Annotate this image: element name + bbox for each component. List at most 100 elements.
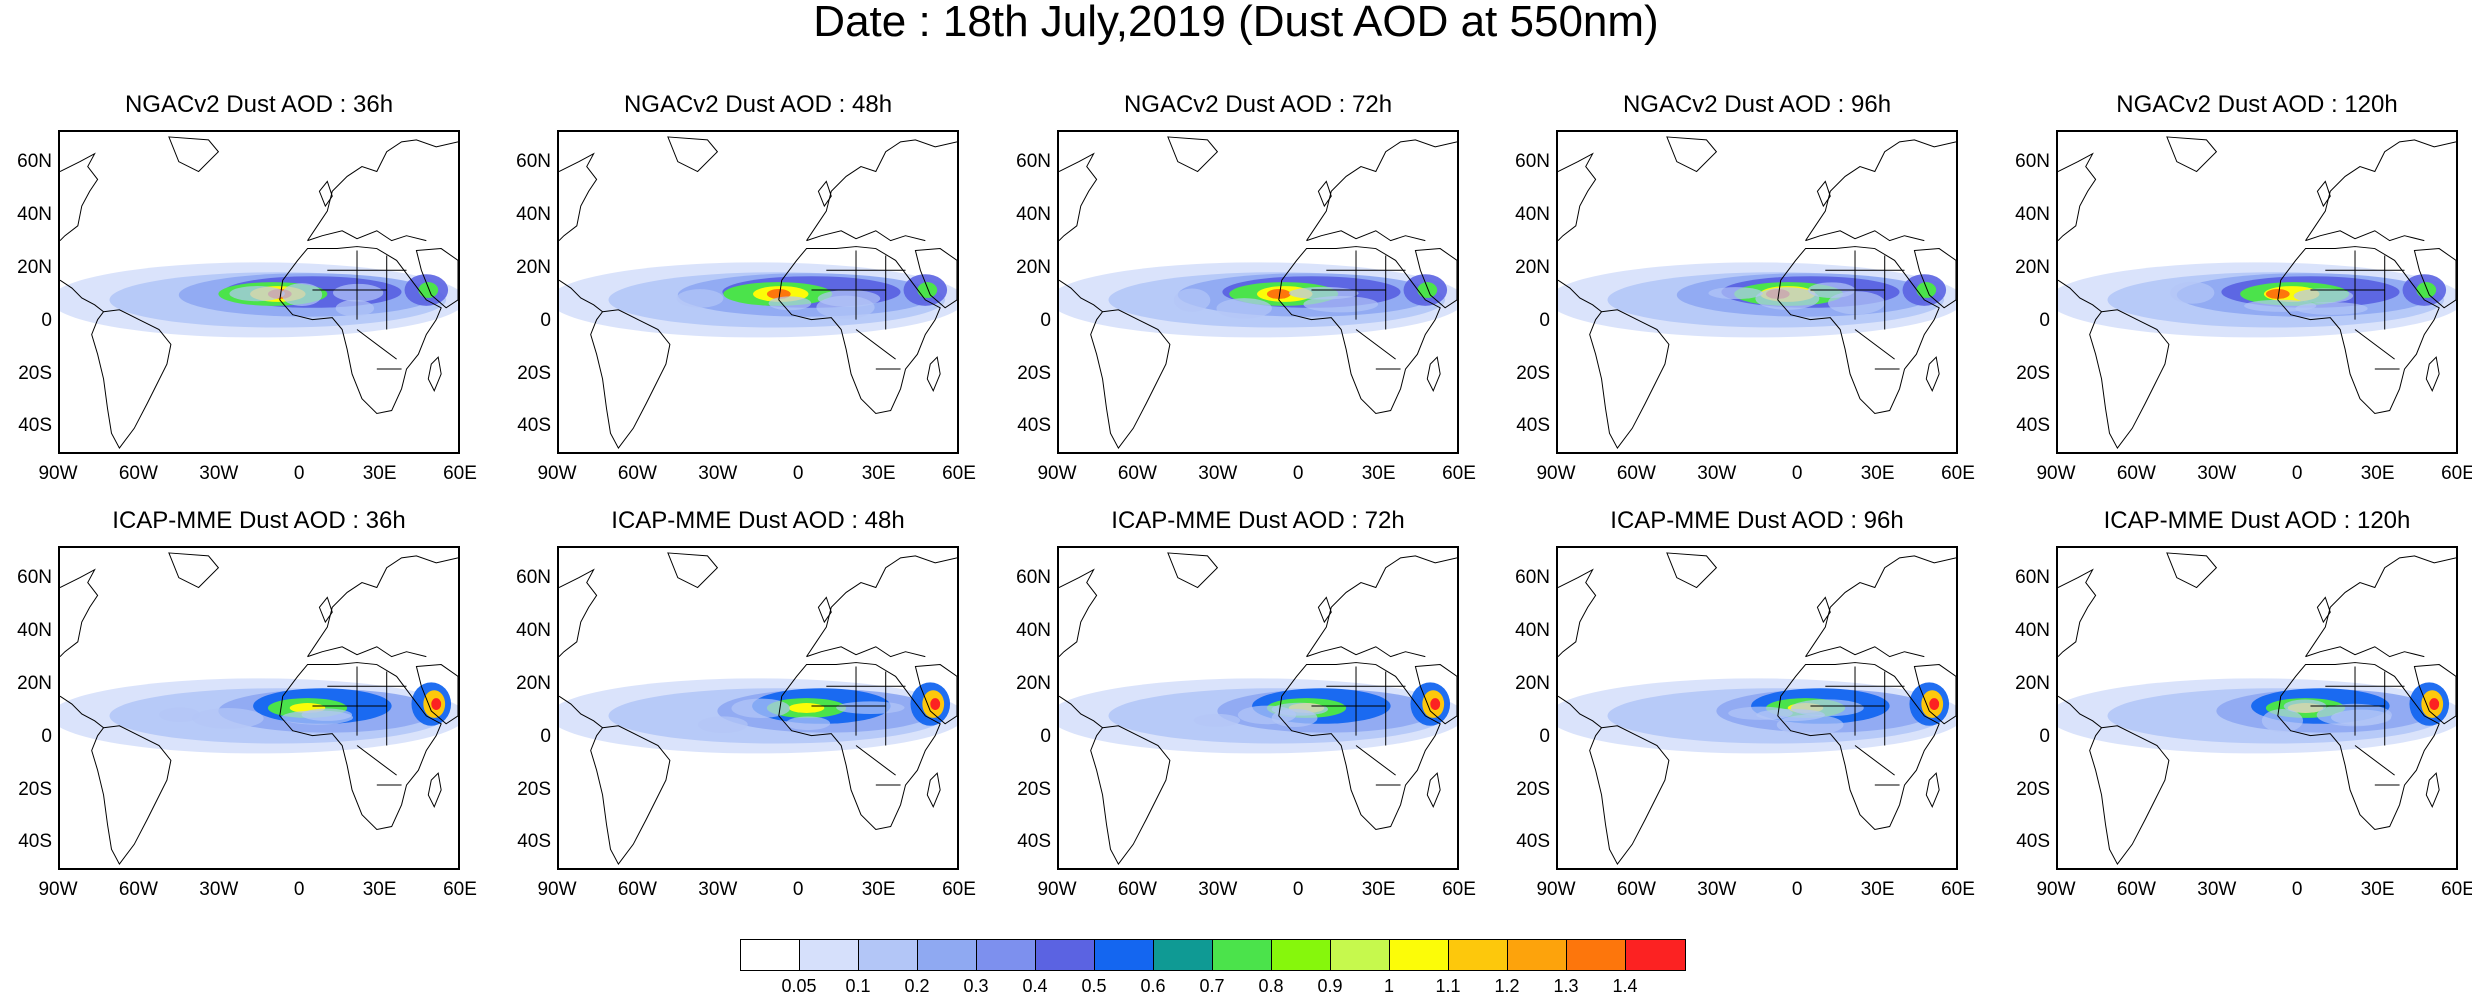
coastline [1167,552,1219,589]
dust-field [788,703,825,713]
lon-tick-label: 90W [537,463,577,484]
lat-tick-label: 0 [540,309,551,331]
coastline [307,139,458,241]
coastline [2305,139,2456,241]
lon-tick-label: 0 [792,463,804,484]
lon-tick-label: 30W [2197,879,2237,900]
lon-tick-label: 30E [362,879,397,900]
dust-field [1271,708,1318,728]
coastline [168,552,220,589]
coastline [1558,279,1602,313]
dust-field [2293,288,2354,304]
dust-field [192,708,264,729]
lon-tick-label: 60W [1117,879,1157,900]
lon-tick-label: 0 [2291,463,2303,484]
coastline [1810,250,1905,370]
dust-aod-map [557,130,959,454]
dust-field [2331,709,2392,726]
lon-tick-label: 30E [2360,879,2395,900]
dust-field [1303,296,1379,313]
colorbar-box [1390,940,1449,970]
coastline [1317,596,1332,624]
lon-tick-label: 0 [2291,879,2303,900]
dust-field [1916,282,1937,298]
dust-aod-map [557,546,959,870]
lat-tick-label: 60N [2015,151,2050,173]
dust-field [1929,698,1940,710]
panel-title: ICAP-MME Dust AOD : 48h [611,507,905,534]
dust-field [1288,286,1359,300]
lon-tick-label: 30E [1361,463,1396,484]
coastline [1317,180,1332,208]
coastline [1925,356,1940,392]
lat-tick-label: 40S [517,415,551,437]
lat-tick-label: 40N [2015,620,2050,642]
coastline [2413,664,2456,725]
coastline [1805,139,1956,241]
colorbar-box [1567,940,1626,970]
coastline [2310,666,2405,786]
coastline [2058,695,2102,729]
lon-tick-label: 0 [293,463,305,484]
coastline [778,662,941,831]
panel-title: NGACv2 Dust AOD : 120h [2116,91,2398,118]
dust-field [917,282,938,298]
coastline [559,279,603,313]
lat-tick-label: 20S [1017,362,1051,384]
coastline [1925,772,1940,808]
lon-tick-label: 60E [1442,463,1476,484]
coastline [559,152,598,241]
panel-title: ICAP-MME Dust AOD : 72h [1111,507,1405,534]
coastline [926,356,941,392]
coastline [1589,725,1670,865]
lat-tick-label: 20N [1016,673,1051,695]
lat-tick-label: 40S [2016,415,2050,437]
coastline [811,666,906,786]
dust-field [785,716,831,731]
lon-tick-label: 30W [698,463,738,484]
lat-tick-label: 60N [1016,151,1051,173]
coastline [1059,695,1103,729]
lat-tick-label: 40N [2015,204,2050,226]
panel-title: NGACv2 Dust AOD : 96h [1622,91,1892,118]
coastline [1810,666,1905,786]
coastline [590,725,671,865]
coastline [1306,646,1426,658]
colorbar-label: 0.1 [845,976,871,996]
colorbar-label: 1.4 [1612,976,1638,996]
coastline [2425,772,2440,808]
dust-field [1790,699,1864,717]
dust-field [697,716,748,734]
dust-aod-map [2056,546,2458,870]
lat-tick-label: 20S [1516,778,1550,800]
lat-tick-label: 20N [2015,673,2050,695]
colorbar-label: 1 [1383,976,1394,996]
lon-tick-label: 30E [1361,879,1396,900]
lat-tick-label: 20S [2016,362,2050,384]
lon-tick-label: 30E [861,463,896,484]
lon-tick-label: 90W [1536,463,1576,484]
colorbar-box [1095,940,1154,970]
lon-tick-label: 60W [118,463,158,484]
lat-tick-label: 0 [2039,309,2050,331]
coastline [427,356,442,392]
lon-tick-label: 60W [1616,463,1656,484]
coastline [806,646,926,658]
lat-tick-label: 0 [1040,725,1051,747]
lat-tick-label: 40S [517,831,551,853]
lat-tick-label: 20N [17,673,52,695]
coastline [914,664,957,725]
coastline [1913,664,1956,725]
dust-field [1728,706,1793,720]
coastline [1426,772,1441,808]
dust-aod-map [1057,546,1459,870]
coastline [2277,246,2440,415]
dust-field [333,283,384,302]
coastline [806,230,926,242]
lat-tick-label: 60N [1515,151,1550,173]
coastline [778,246,941,415]
dust-aod-map [58,546,460,870]
coastline [2425,356,2440,392]
coastline [1059,152,1098,241]
colorbar-label: 0.5 [1081,976,1107,996]
